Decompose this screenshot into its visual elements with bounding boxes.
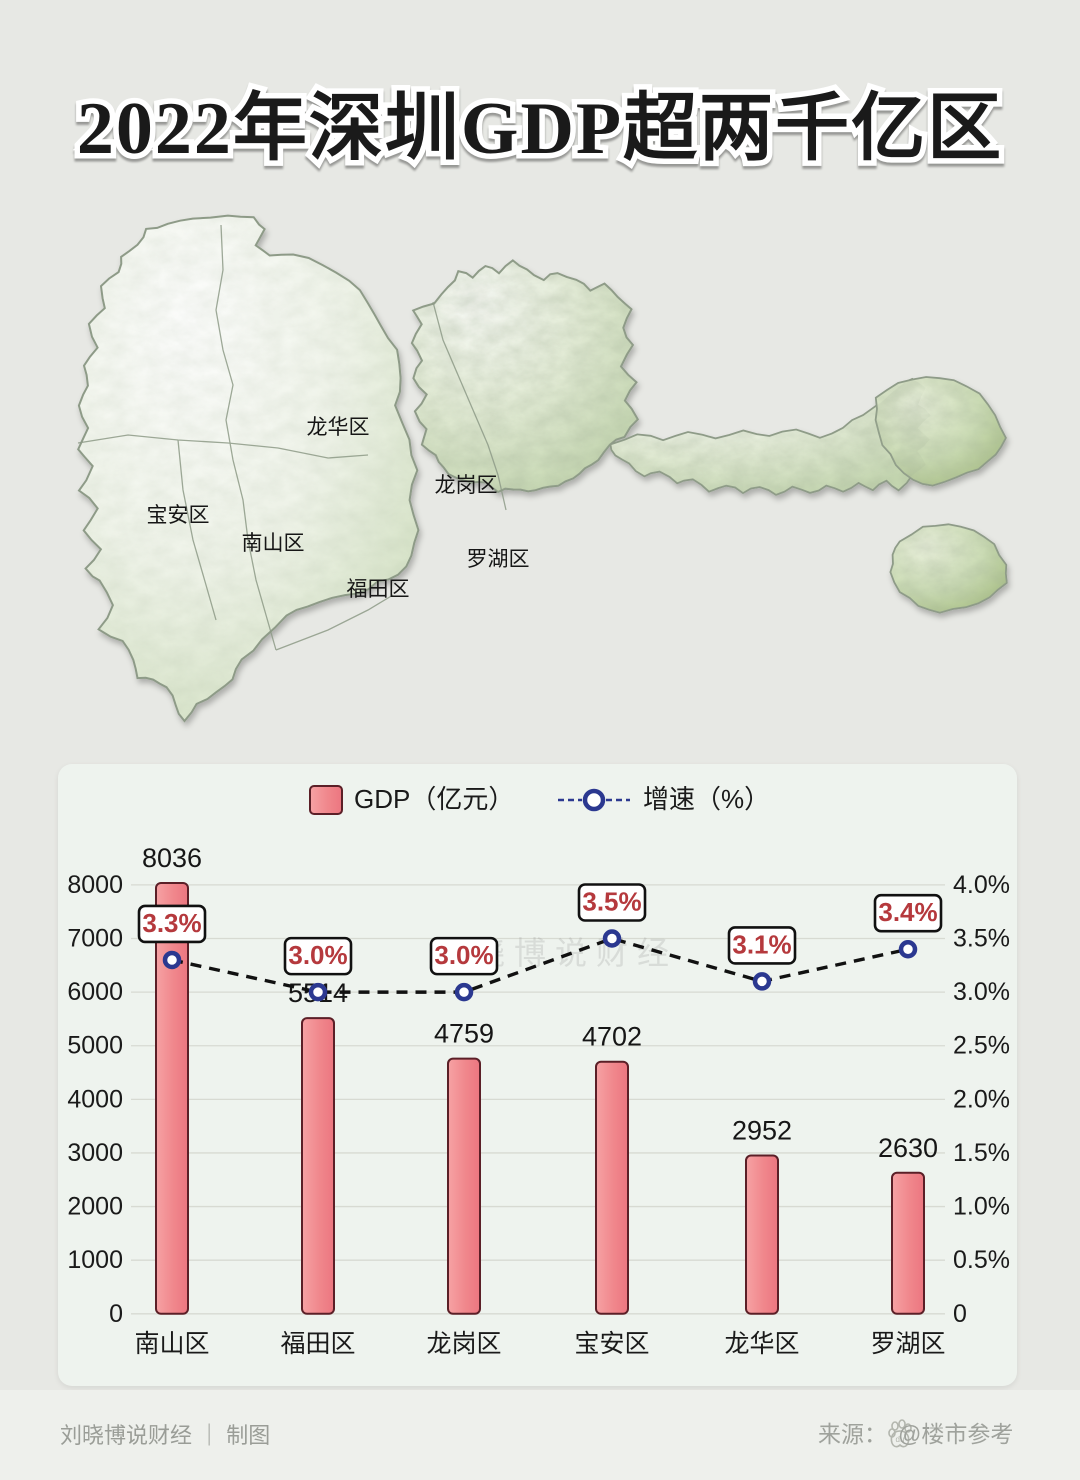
- svg-text:3.0%: 3.0%: [434, 940, 493, 970]
- svg-text:宝安区: 宝安区: [574, 1330, 649, 1358]
- svg-text:宝安区: 宝安区: [147, 504, 210, 527]
- svg-text:龙华区: 龙华区: [307, 416, 370, 439]
- svg-text:3.0%: 3.0%: [953, 978, 1010, 1006]
- svg-text:2952: 2952: [732, 1116, 792, 1146]
- svg-text:0.5%: 0.5%: [953, 1246, 1010, 1274]
- svg-text:4000: 4000: [67, 1085, 123, 1113]
- svg-text:3.3%: 3.3%: [142, 908, 201, 938]
- svg-text:龙岗区: 龙岗区: [435, 474, 498, 497]
- svg-text:龙华区: 龙华区: [724, 1330, 799, 1358]
- svg-text:8036: 8036: [142, 843, 202, 873]
- svg-text:2000: 2000: [67, 1193, 123, 1221]
- svg-text:龙岗区: 龙岗区: [426, 1330, 501, 1358]
- svg-text:3.5%: 3.5%: [582, 887, 641, 917]
- svg-text:福田区: 福田区: [280, 1330, 355, 1358]
- svg-text:4.0%: 4.0%: [953, 871, 1010, 899]
- svg-text:4702: 4702: [582, 1022, 642, 1052]
- svg-text:GDP（亿元）: GDP（亿元）: [354, 784, 514, 814]
- svg-text:罗湖区: 罗湖区: [467, 548, 530, 571]
- svg-text:7000: 7000: [67, 925, 123, 953]
- svg-text:1.5%: 1.5%: [953, 1139, 1010, 1167]
- svg-text:增速（%）: 增速（%）: [643, 784, 770, 814]
- svg-text:1000: 1000: [67, 1246, 123, 1274]
- svg-text:南山区: 南山区: [242, 532, 305, 555]
- svg-text:4759: 4759: [434, 1019, 494, 1049]
- svg-text:罗湖区: 罗湖区: [870, 1330, 945, 1358]
- svg-text:0: 0: [109, 1300, 123, 1328]
- svg-text:3.0%: 3.0%: [288, 940, 347, 970]
- svg-text:3.4%: 3.4%: [878, 897, 937, 927]
- svg-text:3.1%: 3.1%: [732, 929, 791, 959]
- svg-text:南山区: 南山区: [134, 1330, 209, 1358]
- svg-text:5000: 5000: [67, 1032, 123, 1060]
- svg-text:8000: 8000: [67, 871, 123, 899]
- svg-text:3000: 3000: [67, 1139, 123, 1167]
- svg-text:2.5%: 2.5%: [953, 1032, 1010, 1060]
- svg-text:3.5%: 3.5%: [953, 925, 1010, 953]
- svg-text:2630: 2630: [878, 1133, 938, 1163]
- svg-text:0: 0: [953, 1300, 967, 1328]
- svg-text:福田区: 福田区: [347, 578, 410, 601]
- svg-text:6000: 6000: [67, 978, 123, 1006]
- svg-text:2.0%: 2.0%: [953, 1085, 1010, 1113]
- svg-text:1.0%: 1.0%: [953, 1193, 1010, 1221]
